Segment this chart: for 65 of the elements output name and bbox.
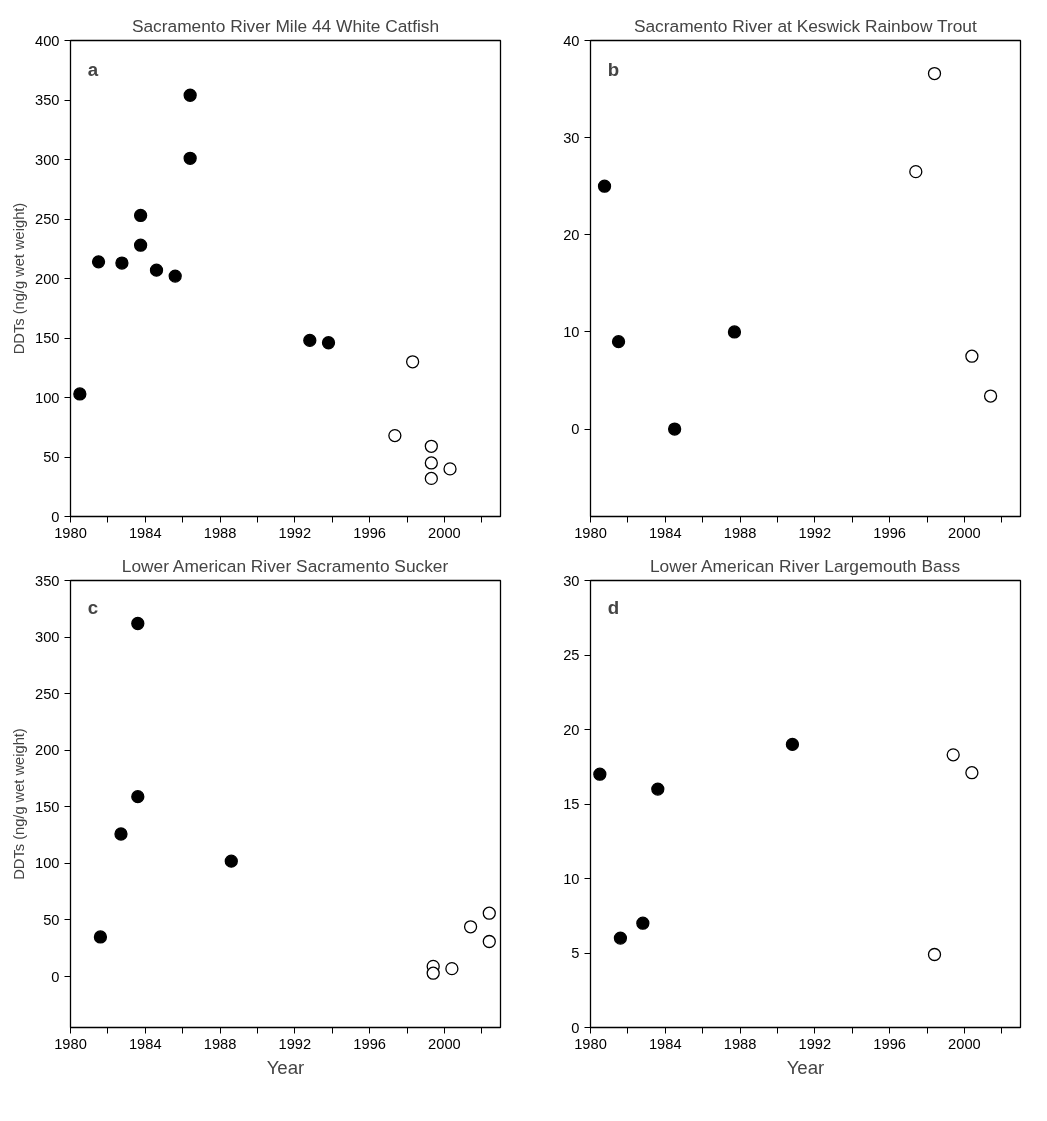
x-tick-label: 1996: [873, 524, 906, 541]
x-tick-label: 1988: [203, 524, 237, 541]
x-tick-label: 1984: [128, 1035, 162, 1052]
chart-title: Sacramento River Mile 44 White Catfish: [131, 15, 440, 36]
x-axis-title: Year: [786, 1056, 825, 1078]
y-tick-label: 250: [35, 211, 60, 227]
chart-title: Lower American River Largemouth Bass: [649, 555, 961, 576]
x-tick-label: 1992: [278, 524, 312, 541]
y-axis-title: DDTs (ng/g wet weight): [11, 728, 28, 880]
chart-title: Lower American River Sacramento Sucker: [121, 555, 449, 576]
x-tick-label: 1984: [648, 1035, 682, 1052]
x-tick-label: 1980: [54, 524, 87, 541]
x-tick-label: 1996: [353, 1035, 386, 1052]
x-tick-label: 2000: [428, 524, 461, 541]
x-tick-label: 1992: [278, 1035, 312, 1052]
y-tick-label: 400: [35, 32, 60, 49]
y-tick-label: 40: [563, 32, 580, 49]
x-tick-label: 1988: [203, 1035, 237, 1052]
x-tick-label: 2000: [948, 524, 981, 541]
y-tick-label: 100: [35, 855, 60, 872]
annotation: d: [607, 596, 620, 618]
x-tick-label: 1996: [873, 1035, 906, 1052]
y-tick-label: 30: [563, 129, 580, 146]
y-tick-label: 150: [35, 798, 60, 815]
y-tick-label: 100: [35, 389, 60, 406]
x-tick-label: 1984: [128, 524, 162, 541]
y-tick-label: 200: [35, 270, 60, 287]
chart-title: Sacramento River at Keswick Rainbow Trout: [633, 15, 977, 36]
x-tick-label: 1980: [54, 1035, 87, 1052]
y-tick-label: 350: [35, 572, 60, 589]
x-tick-label: 1996: [353, 524, 386, 541]
y-tick-label: 10: [563, 323, 580, 340]
x-tick-label: 1992: [798, 1035, 832, 1052]
y-tick-label: 200: [35, 742, 60, 759]
y-tick-label: 250: [35, 685, 60, 702]
y-tick-label: 0: [571, 421, 580, 438]
y-tick-label: 30: [563, 572, 580, 589]
y-tick-label: 300: [35, 151, 60, 168]
y-tick-label: 50: [43, 449, 60, 465]
annotation: b: [607, 58, 620, 80]
y-tick-label: 20: [563, 721, 580, 738]
y-tick-label: 15: [563, 796, 580, 812]
y-tick-label: 0: [571, 1019, 580, 1036]
y-tick-label: 10: [563, 870, 580, 887]
annotation: c: [87, 596, 99, 618]
y-tick-label: 50: [43, 911, 60, 928]
x-axis-title: Year: [266, 1056, 305, 1078]
annotation: a: [87, 58, 99, 80]
y-tick-label: 25: [563, 647, 580, 663]
x-tick-label: 2000: [948, 1035, 981, 1052]
x-tick-label: 1980: [574, 524, 607, 541]
x-tick-label: 1988: [723, 1035, 757, 1052]
x-tick-label: 1980: [574, 1035, 607, 1052]
x-tick-label: 1988: [723, 524, 757, 541]
y-tick-label: 150: [35, 330, 60, 346]
y-tick-label: 0: [51, 508, 60, 525]
y-tick-label: 350: [35, 92, 60, 108]
y-axis-title: DDTs (ng/g wet weight): [11, 202, 28, 355]
y-tick-label: 0: [51, 968, 60, 985]
x-tick-label: 1984: [648, 524, 682, 541]
x-tick-label: 1992: [798, 524, 832, 541]
y-tick-label: 300: [35, 629, 60, 646]
x-tick-label: 2000: [428, 1035, 461, 1052]
y-tick-label: 5: [571, 945, 580, 961]
y-tick-label: 20: [563, 226, 580, 243]
